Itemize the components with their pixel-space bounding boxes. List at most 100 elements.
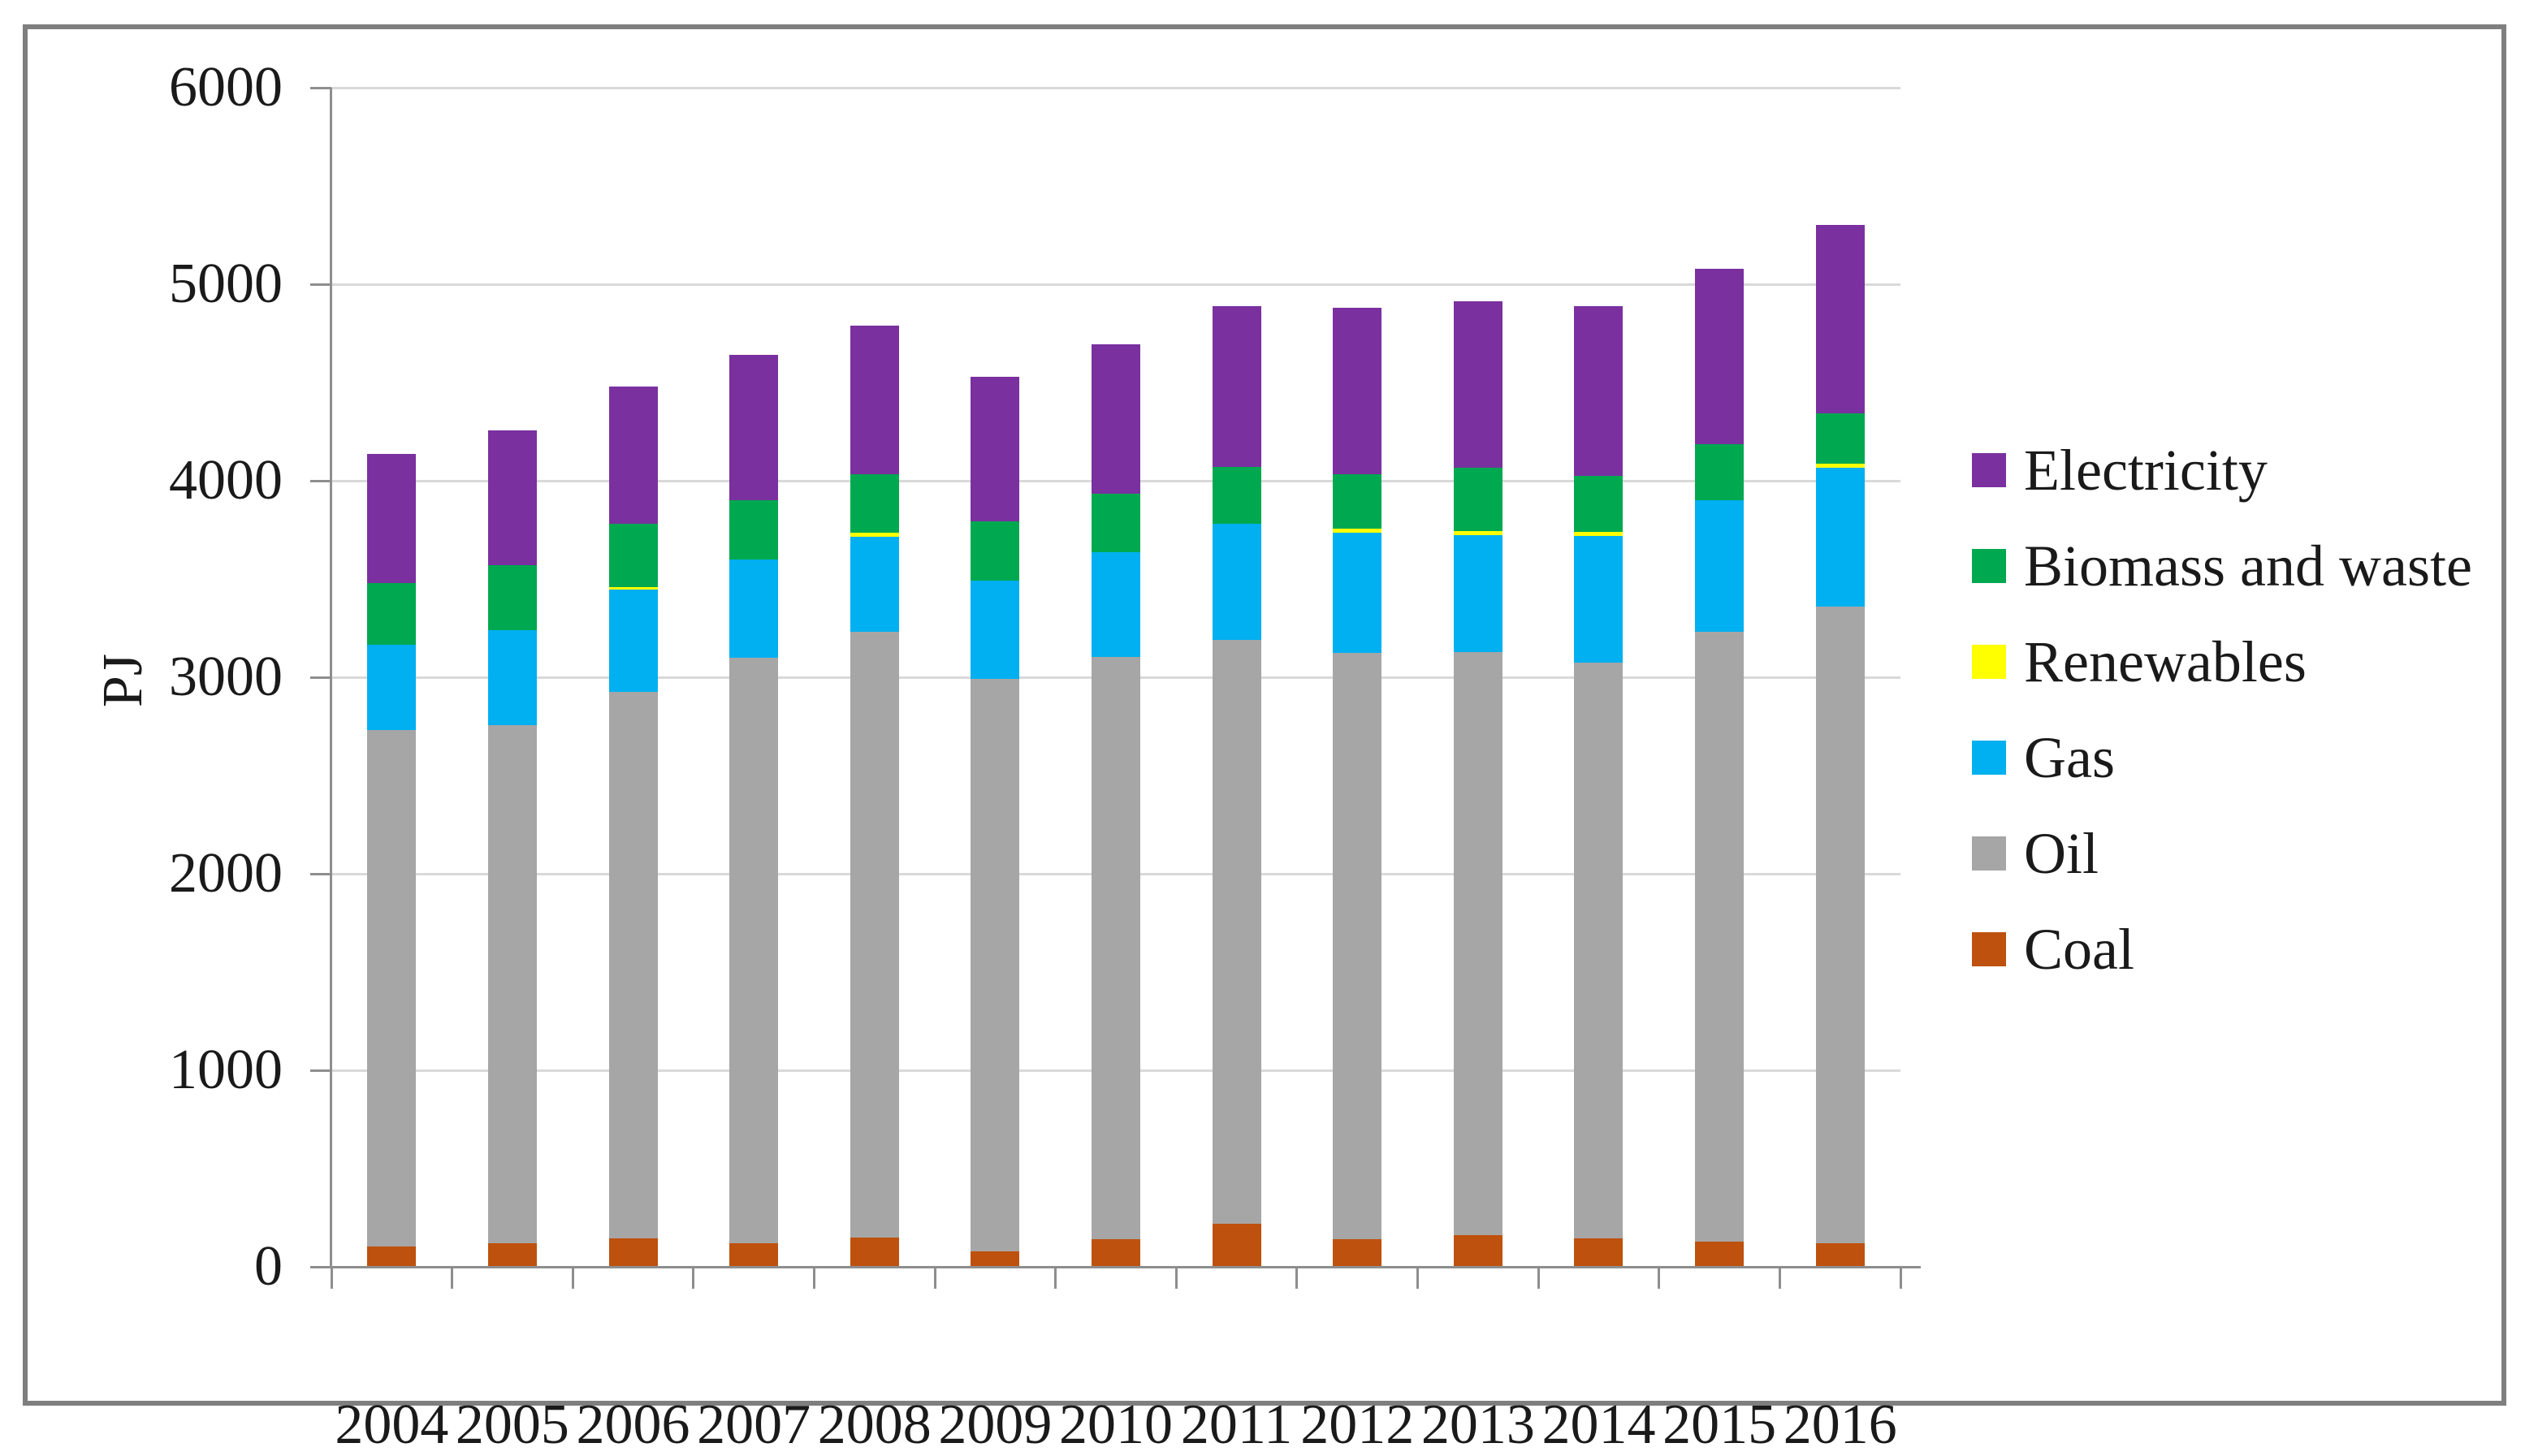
legend-item-electricity: Electricity [1972,422,2508,518]
bar-segment-2006-gas [608,590,658,693]
bar-segment-2004-coal [367,1246,417,1267]
bar-segment-2010-electricity [1092,343,1140,494]
x-tick-label-2011: 2011 [1180,1393,1293,1456]
y-tick-label-2000: 2000 [169,842,283,905]
bar-segment-2013-coal [1453,1235,1502,1267]
y-tick-label-4000: 4000 [169,449,283,512]
bar-segment-2012-oil [1333,652,1382,1240]
bar-segment-2016-gas [1815,468,1865,607]
x-tick-label-2012: 2012 [1300,1393,1415,1456]
y-axis-tick [310,872,331,875]
x-axis-tick [812,1267,815,1289]
y-tick-label-3000: 3000 [169,646,283,708]
bar-segment-2007-gas [729,559,779,658]
legend-item-gas: Gas [1972,710,2508,806]
bar-segment-2016-renewables [1815,464,1865,469]
bar-segment-2011-oil [1212,640,1261,1224]
x-tick-label-2015: 2015 [1662,1393,1777,1456]
bar-segment-2015-oil [1695,632,1745,1242]
bar-segment-2014-gas [1574,535,1624,663]
bar-segment-2011-coal [1212,1223,1261,1267]
x-axis-tick [1899,1267,1902,1289]
bar-segment-2005-gas [487,629,537,726]
bar-segment-2006-biomass-and-waste [608,524,658,587]
bar-segment-2005-electricity [487,430,537,566]
bar-2008 [850,325,899,1267]
bar-segment-2009-biomass-and-waste [971,521,1020,581]
x-tick-label-2006: 2006 [576,1393,690,1456]
x-tick-label-2004: 2004 [335,1393,449,1456]
bar-segment-2013-biomass-and-waste [1453,468,1502,531]
legend-item-renewables: Renewables [1972,614,2508,710]
bar-segment-2006-oil [608,692,658,1238]
bar-segment-2007-biomass-and-waste [729,500,779,560]
gridline-5000 [331,283,1900,286]
legend-swatch-coal [1972,932,2006,966]
bar-segment-2008-gas [850,536,899,633]
bar-segment-2008-electricity [850,325,899,474]
bar-segment-2005-oil [487,725,537,1243]
x-tick-label-2008: 2008 [817,1393,932,1456]
x-tick-label-2010: 2010 [1059,1393,1173,1456]
legend-label: Oil [2024,821,2099,886]
y-axis-tick [310,479,331,482]
y-tick-label-5000: 5000 [169,253,283,315]
bar-segment-2012-renewables [1333,529,1382,534]
legend-item-coal: Coal [1972,901,2508,997]
bar-segment-2014-biomass-and-waste [1574,476,1624,532]
bar-segment-2005-biomass-and-waste [487,565,537,630]
legend-label: Renewables [2024,629,2307,694]
bar-segment-2010-gas [1092,552,1140,657]
bar-2004 [367,454,417,1267]
bar-segment-2011-electricity [1212,305,1261,468]
x-axis-tick [571,1267,574,1289]
bar-2009 [971,376,1020,1267]
bar-segment-2008-coal [850,1237,899,1267]
bar-segment-2013-gas [1453,534,1502,652]
bar-segment-2008-renewables [850,533,899,537]
y-axis-tick [310,676,331,679]
bar-segment-2007-coal [729,1242,779,1267]
bar-2015 [1695,268,1745,1267]
bar-segment-2012-gas [1333,533,1382,653]
bar-segment-2010-biomass-and-waste [1092,493,1140,553]
bar-2016 [1815,225,1865,1267]
bar-2010 [1092,343,1140,1267]
x-axis-tick [692,1267,695,1289]
x-axis-tick [1658,1267,1661,1289]
bar-segment-2008-oil [850,632,899,1238]
legend-label: Electricity [2024,438,2268,503]
bar-segment-2014-electricity [1574,305,1624,476]
bar-segment-2015-coal [1695,1241,1745,1267]
legend-swatch-renewables [1972,645,2006,679]
x-axis-tick [1295,1267,1299,1289]
bar-segment-2013-oil [1453,651,1502,1236]
legend: Electricity Biomass and waste Renewables Ga… [1972,422,2508,997]
x-axis-tick [1174,1267,1178,1289]
bar-segment-2010-coal [1092,1239,1140,1267]
x-tick-label-2016: 2016 [1783,1393,1897,1456]
bar-segment-2007-electricity [729,355,779,501]
y-axis-line [330,88,332,1268]
bar-segment-2012-coal [1333,1239,1382,1267]
bar-segment-2006-renewables [608,586,658,590]
legend-swatch-electricity [1972,453,2006,487]
x-tick-label-2005: 2005 [455,1393,569,1456]
x-tick-label-2014: 2014 [1541,1393,1656,1456]
bar-segment-2015-electricity [1695,268,1745,445]
x-tick-label-2009: 2009 [938,1393,1053,1456]
bar-segment-2012-biomass-and-waste [1333,473,1382,529]
y-tick-label-1000: 1000 [169,1039,283,1101]
bar-2013 [1453,300,1502,1267]
x-tick-label-2007: 2007 [697,1393,811,1456]
bar-segment-2004-gas [367,645,417,731]
bar-segment-2015-biomass-and-waste [1695,444,1745,501]
x-tick-label-2013: 2013 [1420,1393,1535,1456]
bar-segment-2009-oil [971,679,1020,1251]
legend-item-oil: Oil [1972,806,2508,901]
figure-border [23,24,2506,1406]
bar-segment-2009-coal [971,1251,1020,1267]
x-axis-tick [1537,1267,1540,1289]
bar-2012 [1333,308,1382,1267]
